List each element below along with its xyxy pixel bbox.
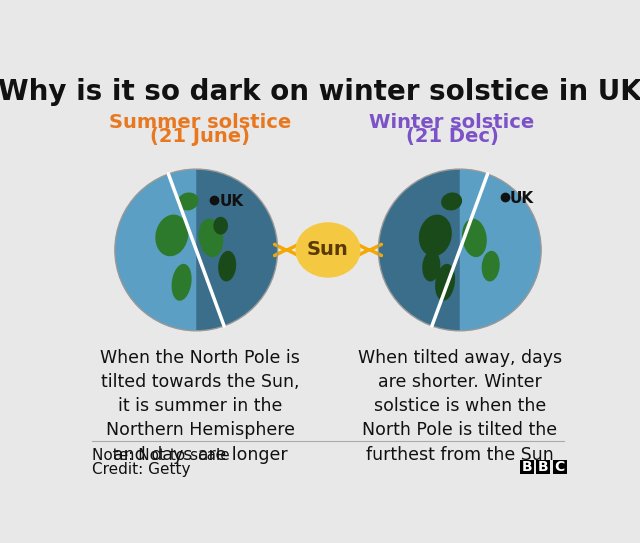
Text: Summer solstice: Summer solstice xyxy=(109,112,291,131)
Ellipse shape xyxy=(422,251,440,281)
Ellipse shape xyxy=(482,251,500,281)
Text: UK: UK xyxy=(510,192,534,206)
Circle shape xyxy=(378,169,541,331)
Ellipse shape xyxy=(419,214,452,256)
Text: When tilted away, days
are shorter. Winter
solstice is when the
North Pole is ti: When tilted away, days are shorter. Wint… xyxy=(358,349,562,464)
Text: (21 Dec): (21 Dec) xyxy=(406,127,499,146)
Ellipse shape xyxy=(198,218,223,257)
Circle shape xyxy=(378,169,541,331)
Text: Why is it so dark on winter solstice in UK?: Why is it so dark on winter solstice in … xyxy=(0,78,640,106)
Ellipse shape xyxy=(213,217,228,235)
Ellipse shape xyxy=(296,222,360,277)
Text: Winter solstice: Winter solstice xyxy=(369,112,534,131)
Text: C: C xyxy=(555,460,565,474)
Circle shape xyxy=(115,169,278,331)
Text: UK: UK xyxy=(220,194,244,209)
Text: Sun: Sun xyxy=(307,241,349,260)
Text: B: B xyxy=(538,460,548,474)
Wedge shape xyxy=(115,169,196,331)
Circle shape xyxy=(115,169,278,331)
Ellipse shape xyxy=(156,214,188,256)
Ellipse shape xyxy=(462,218,487,257)
Wedge shape xyxy=(460,169,541,331)
Ellipse shape xyxy=(218,251,236,281)
Text: When the North Pole is
tilted towards the Sun,
it is summer in the
Northern Hemi: When the North Pole is tilted towards th… xyxy=(100,349,300,464)
Text: B: B xyxy=(522,460,532,474)
Ellipse shape xyxy=(441,192,462,211)
Ellipse shape xyxy=(172,264,191,301)
FancyBboxPatch shape xyxy=(553,460,566,474)
FancyBboxPatch shape xyxy=(536,460,550,474)
Ellipse shape xyxy=(178,192,198,211)
Text: (21 June): (21 June) xyxy=(150,127,250,146)
Ellipse shape xyxy=(435,264,455,301)
FancyBboxPatch shape xyxy=(520,460,534,474)
Text: Credit: Getty: Credit: Getty xyxy=(92,463,190,477)
Text: Note: Not to scale: Note: Not to scale xyxy=(92,448,229,463)
